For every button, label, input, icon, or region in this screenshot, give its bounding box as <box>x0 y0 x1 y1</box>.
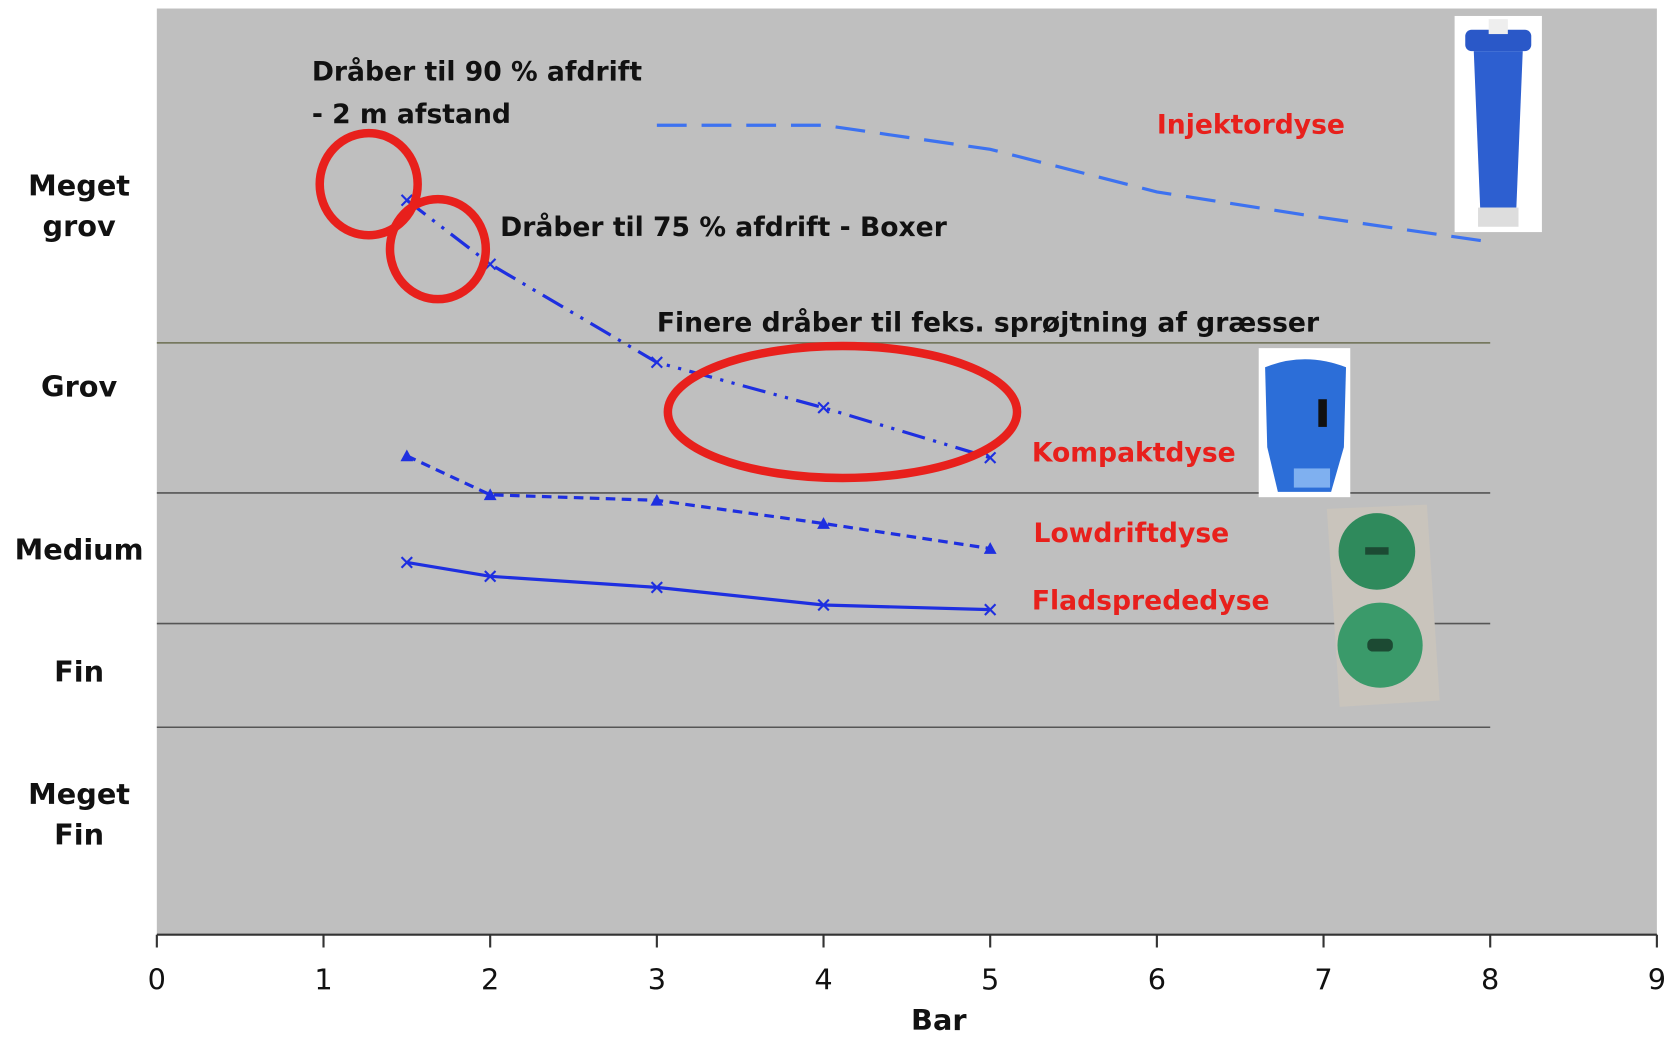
y-tick-label-line: Grov <box>41 369 117 403</box>
point <box>483 488 497 501</box>
point <box>650 581 663 594</box>
nozzle-image <box>1326 504 1440 707</box>
annotation-line: - 2 m afstand <box>312 99 511 130</box>
annotation-line: Dråber til 90 % afdrift <box>312 55 642 87</box>
point <box>984 603 997 616</box>
series-line <box>656 123 1491 244</box>
annotation-line: Dråber til 75 % afdrift - Boxer <box>500 211 948 243</box>
y-tick-label: Meget grov <box>28 168 130 242</box>
x-tick-label: 9 <box>1648 963 1666 997</box>
x-tick-label: 4 <box>814 963 832 997</box>
y-tick-label-line: Medium <box>15 532 144 566</box>
annotation: Dråber til 75 % afdrift - Boxer <box>500 211 948 243</box>
x-tick-label: 3 <box>648 963 666 997</box>
point <box>817 401 830 414</box>
point <box>650 493 664 506</box>
point <box>817 598 830 612</box>
point <box>484 570 497 583</box>
y-tick-label-line: grov <box>43 209 116 243</box>
point <box>650 356 663 369</box>
nozzle-image <box>1454 15 1542 233</box>
highlight <box>663 341 1022 483</box>
y-tick-label: Grov <box>41 369 117 403</box>
series-label: Kompaktdyse <box>1032 438 1236 469</box>
y-tick-label-line: Meget <box>28 777 130 811</box>
series-label: Fladsprededyse <box>1032 586 1270 617</box>
point <box>400 556 413 569</box>
x-tick-label: 2 <box>481 963 499 997</box>
y-tick-label-line: Fin <box>54 817 104 851</box>
annotation: Finere dråber til feks. sprøjtning af gr… <box>657 306 1320 338</box>
y-tick-label: Meget Fin <box>28 777 130 851</box>
x-tick-label: 6 <box>1148 963 1166 997</box>
annotation: Dråber til 90 % afdrift - 2 m afstand <box>312 55 642 130</box>
highlight <box>385 194 491 304</box>
x-tick-label: 1 <box>314 963 332 997</box>
point <box>983 542 997 554</box>
point <box>984 451 997 464</box>
x-tick-label: 5 <box>981 963 999 997</box>
y-tick-label-line: Fin <box>54 655 104 689</box>
x-tick-label: 8 <box>1481 963 1499 997</box>
x-axis-label: Bar <box>911 1003 967 1037</box>
highlight <box>315 128 422 240</box>
y-tick-label: Fin <box>54 655 104 689</box>
x-tick-label: 7 <box>1314 963 1332 997</box>
nozzle-image <box>1258 348 1351 498</box>
point <box>400 449 414 462</box>
annotation-line: Finere dråber til feks. sprøjtning af gr… <box>657 306 1320 338</box>
point <box>817 517 830 529</box>
y-tick-label: Medium <box>15 532 144 566</box>
y-tick-label-line: Meget <box>28 168 130 202</box>
series-label: Injektordyse <box>1157 110 1345 141</box>
series-label: Lowdriftdyse <box>1034 518 1230 549</box>
x-tick-label: 0 <box>148 963 166 997</box>
